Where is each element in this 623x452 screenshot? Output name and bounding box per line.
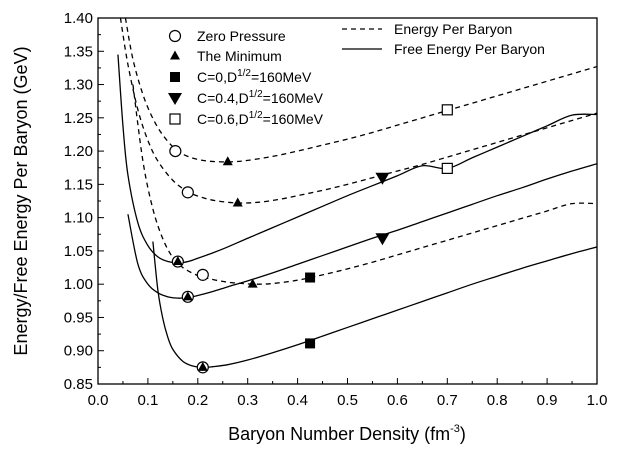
free-energy-curve-c-0	[152, 241, 597, 369]
y-tick-label: 1.10	[64, 210, 93, 227]
x-tick-label: 0.5	[337, 392, 358, 409]
y-tick-label: 0.95	[64, 309, 93, 326]
y-tick-label: 1.40	[64, 10, 93, 27]
legend-symbol-open-square	[169, 113, 181, 125]
data-marker-filled-triangle-down	[375, 172, 390, 185]
data-marker-open-circle	[181, 186, 194, 199]
x-tick-label: 0.1	[137, 392, 158, 409]
x-tick-label: 1.0	[587, 392, 608, 409]
y-axis: 0.85 0.90 0.95 1.00 1.05 1.10 1.15 1.20 1.25 1.30…	[64, 10, 104, 393]
data-marker-open-square	[441, 104, 453, 116]
data-marker-filled-triangle-up	[247, 278, 258, 288]
y-tick-label: 1.15	[64, 176, 93, 193]
x-tick-label: 0.9	[537, 392, 558, 409]
y-tick-label: 1.20	[64, 143, 93, 160]
x-tick-label: 0.6	[387, 392, 408, 409]
x-axis: 0.0 0.1 0.2 0.3 0.4 0.5 0.6 0.7 0.8 0.9 1.0	[88, 378, 608, 409]
legend-symbol-open-circle	[168, 29, 182, 43]
legend-symbol-filled-triangle-up	[170, 50, 180, 60]
free-energy-curve-c-0-4	[127, 163, 597, 299]
data-marker-filled-square	[305, 338, 316, 349]
plot-markers	[169, 104, 453, 374]
data-marker-open-circle	[169, 144, 182, 158]
data-marker-filled-triangle-up	[172, 256, 183, 266]
data-marker-filled-square	[305, 272, 316, 283]
energy-curve-c-0	[132, 84, 597, 285]
x-tick-label: 0.7	[437, 392, 458, 409]
y-tick-label: 1.30	[64, 77, 93, 94]
x-tick-label: 0.4	[287, 392, 308, 409]
legend-label: C=0.4,D1/2=160MeV	[197, 89, 324, 106]
x-tick-label: 0.8	[487, 392, 508, 409]
y-tick-label: 1.35	[64, 43, 93, 60]
data-marker-open-square	[441, 162, 453, 174]
legend-symbol-filled-triangle-down	[168, 93, 182, 105]
y-tick-label: 1.25	[64, 110, 93, 127]
data-marker-filled-triangle-down	[375, 233, 390, 246]
data-marker-filled-triangle-up	[197, 361, 208, 371]
legend-label: C=0.6,D1/2=160MeV	[197, 110, 324, 127]
data-marker-filled-triangle-up	[222, 156, 233, 166]
data-marker-filled-triangle-up	[182, 291, 193, 301]
y-tick-label: 0.90	[64, 343, 93, 360]
energy-curve-c-0-4	[119, 18, 597, 204]
y-tick-label: 1.05	[64, 243, 93, 260]
y-axis-label: Energy/Free Energy Per Baryon (GeV)	[11, 46, 31, 355]
y-tick-label: 0.85	[64, 376, 93, 393]
x-tick-label: 0.0	[88, 392, 109, 409]
legend-label: Energy Per Baryon	[394, 21, 512, 37]
free-energy-curve-c-0-6	[117, 54, 597, 264]
data-marker-filled-triangle-up	[232, 197, 243, 207]
legend-label: Zero Pressure	[197, 28, 286, 44]
x-tick-label: 0.3	[237, 392, 258, 409]
y-tick-label: 1.00	[64, 276, 93, 293]
legend-label: C=0,D1/2=160MeV	[197, 68, 312, 85]
x-axis-label: Baryon Number Density (fm-3)	[228, 423, 466, 444]
legend: Zero Pressure The Minimum C=0,D1/2=160MeV C…	[168, 21, 545, 127]
legend-symbol-filled-square	[170, 72, 180, 82]
plot-lines	[117, 18, 597, 369]
legend-label: The Minimum	[197, 48, 282, 64]
legend-label: Free Energy Per Baryon	[394, 41, 545, 57]
x-tick-label: 0.2	[187, 392, 208, 409]
data-marker-open-circle	[196, 268, 209, 281]
